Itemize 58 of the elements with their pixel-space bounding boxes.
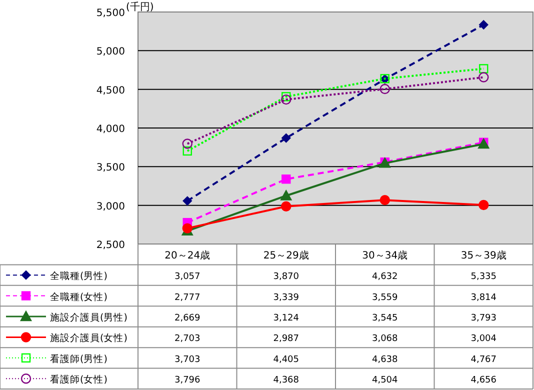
data-label: 3,703 [174,354,200,365]
data-label: 3,814 [470,292,497,303]
point [182,146,192,156]
y-axis-title: (千円) [126,1,154,13]
data-label: 4,638 [372,354,398,365]
data-label: 3,870 [273,272,300,282]
point [380,194,390,206]
data-label: 2,669 [174,314,201,324]
y-tick-label: 5,500 [96,8,125,19]
data-label: 4,405 [273,354,300,365]
data-label: 3,068 [372,334,398,344]
point [182,223,192,234]
data-label: 3,124 [273,314,300,324]
point [282,92,291,102]
legend-label: 看護師(男性) [50,352,108,365]
point [479,20,488,30]
legend-label: 施設介護員(男性) [50,312,128,324]
point [380,84,390,94]
data-label: 4,767 [470,354,497,365]
x-tick-label: 25～29歳 [263,249,309,262]
data-label: 3,004 [470,334,497,344]
y-tick-label: 4,000 [96,124,125,135]
data-label: 4,656 [470,376,497,386]
data-label: 2,777 [174,292,200,303]
y-tick-label: 3,000 [96,201,125,212]
data-label: 2,987 [273,334,300,344]
legend-label: 全職種(女性) [50,290,108,303]
legend-label: 全職種(男性) [50,270,108,282]
point [282,174,291,184]
y-tick-label: 2,500 [96,240,125,251]
y-tick-label: 4,500 [96,85,125,96]
point [479,64,488,74]
y-tick-label: 3,500 [96,162,125,174]
point [281,94,292,105]
data-label: 3,793 [470,314,497,324]
data-label: 4,632 [372,272,398,282]
data-label: 2,703 [174,334,200,344]
legend-label: 施設介護員(女性) [50,332,128,344]
data-label: 3,545 [372,314,398,324]
data-label: 4,368 [273,376,300,386]
data-label: 5,335 [470,272,497,282]
point [182,196,192,206]
point [182,138,192,149]
x-tick-label: 35～39歳 [460,249,506,262]
data-label: 4,504 [372,376,398,386]
x-tick-label: 30～34歳 [362,249,408,262]
point [280,190,292,200]
point [478,72,489,82]
y-tick-label: 5,000 [96,46,125,58]
data-label: 3,559 [372,292,398,303]
data-label: 3,057 [174,272,200,282]
point [478,200,489,210]
data-label: 3,339 [273,292,300,303]
legend-label: 看護師(女性) [50,374,108,386]
point [281,201,292,212]
x-tick-label: 20～24歳 [164,249,210,262]
point [282,133,291,143]
data-label: 3,796 [174,376,201,386]
